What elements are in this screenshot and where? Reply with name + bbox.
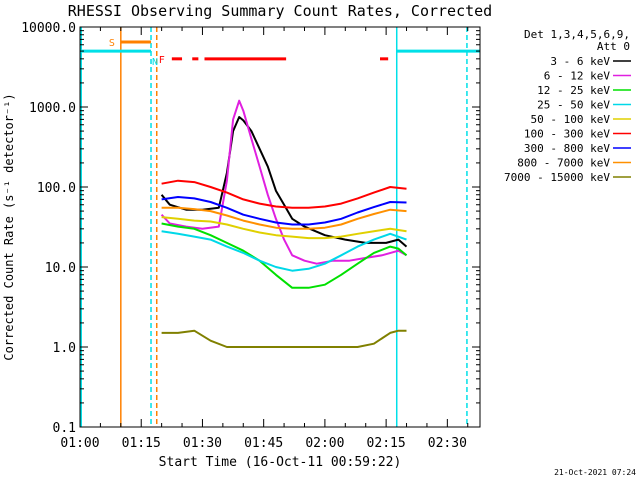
series-line-9 [161, 329, 407, 348]
legend-entry-label: 7000 - 15000 keV [504, 171, 610, 184]
plot-area: S N F [80, 27, 480, 427]
y-axis-label: Corrected Count Rate (s⁻¹ detector⁻¹) [2, 93, 16, 360]
flare-flag-label: F [159, 55, 165, 66]
series-line-6 [161, 179, 407, 209]
x-tick-label: 01:30 [183, 436, 222, 451]
chart-title: RHESSI Observing Summary Count Rates, Co… [68, 2, 492, 20]
x-tick-label: 02:00 [305, 436, 344, 451]
series-line-5 [161, 216, 407, 240]
night-flag-label: N [152, 57, 158, 68]
legend-title-line: Att 0 [597, 40, 630, 53]
series-line-4 [161, 230, 407, 272]
saa-flag-label: S [109, 38, 115, 49]
series-line-3 [161, 222, 408, 289]
x-tick-label: 01:00 [60, 436, 99, 451]
legend-entry-label: 25 - 50 keV [537, 99, 610, 112]
axes: 01:00 01:15 01:30 01:45 02:00 02:15 02:30 0.1 1.… [21, 21, 480, 451]
y-tick-label: 10000.0 [21, 21, 76, 36]
legend-entry-label: 100 - 300 keV [524, 128, 610, 141]
series-line-1 [160, 116, 408, 248]
x-tick-label: 02:30 [428, 436, 467, 451]
x-tick-label: 01:45 [244, 436, 283, 451]
x-axis-label: Start Time (16-Oct-11 00:59:22) [159, 455, 402, 470]
legend-entry-label: 300 - 800 keV [524, 142, 610, 155]
y-tick-label: 100.0 [37, 181, 76, 196]
legend-entry-label: 6 - 12 keV [544, 70, 611, 83]
y-tick-label: 0.1 [53, 421, 76, 436]
legend: Det 1,3,4,5,6,9,Att 0 3 - 6 keV 6 - 12 keV… [504, 28, 631, 184]
series-line-2 [160, 99, 407, 265]
y-tick-label: 1000.0 [29, 101, 76, 116]
y-tick-label: 10.0 [45, 261, 76, 276]
legend-entry-label: 50 - 100 keV [531, 113, 611, 126]
footer-timestamp: 21-Oct-2021 07:24 [554, 468, 636, 477]
x-tick-label: 02:15 [367, 436, 406, 451]
series-line-8 [161, 206, 407, 230]
legend-entry-label: 12 - 25 keV [537, 84, 610, 97]
x-tick-label: 01:15 [122, 436, 161, 451]
y-tick-label: 1.0 [53, 341, 76, 356]
legend-entry-label: 800 - 7000 keV [517, 157, 610, 170]
plot-frame [79, 26, 481, 428]
legend-title-line: Det 1,3,4,5,6,9, [524, 28, 630, 41]
series-line-7 [161, 196, 407, 226]
legend-entry-label: 3 - 6 keV [550, 55, 610, 68]
